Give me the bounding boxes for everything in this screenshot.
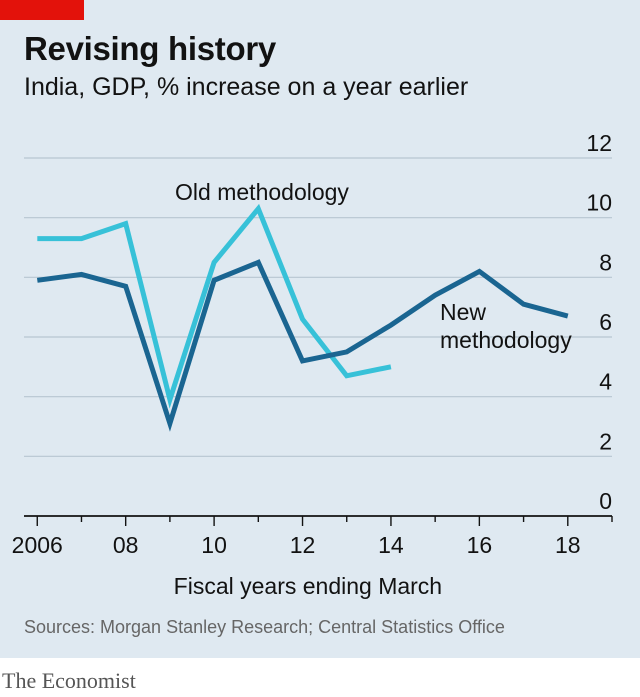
- x-tick-label-2010: 10: [201, 532, 227, 558]
- y-tick-label-6: 6: [599, 309, 612, 335]
- y-tick-label-8: 8: [599, 249, 612, 275]
- series-label-new-methodology-line1: New: [440, 299, 486, 325]
- x-tick-label-2018: 18: [555, 532, 581, 558]
- source-note: Sources: Morgan Stanley Research; Centra…: [24, 617, 505, 637]
- series-label-old-methodology: Old methodology: [175, 179, 349, 205]
- chart-panel: [0, 0, 640, 658]
- x-tick-label-2006: 2006: [12, 532, 63, 558]
- chart-subtitle: India, GDP, % increase on a year earlier: [24, 73, 469, 101]
- y-tick-label-2: 2: [599, 428, 612, 454]
- series-line-old-methodology: [37, 203, 392, 409]
- x-tick-label-2008: 08: [113, 532, 139, 558]
- series-label-new-methodology-line2: methodology: [440, 327, 572, 353]
- line-chart: 0 2 4 6 8 10 12 2006 08 10 12 14 16 18 Fiscal years en…: [12, 130, 613, 599]
- x-axis-title: Fiscal years ending March: [174, 573, 442, 599]
- y-tick-label-10: 10: [586, 190, 612, 216]
- brand-tag: [0, 0, 84, 20]
- y-tick-label-4: 4: [599, 369, 612, 395]
- x-tick-label-2016: 16: [467, 532, 493, 558]
- y-tick-label-12: 12: [586, 130, 612, 156]
- x-tick-label-2012: 12: [290, 532, 316, 558]
- publisher-logo: The Economist: [2, 668, 136, 693]
- x-tick-label-2014: 14: [378, 532, 404, 558]
- y-tick-label-0: 0: [599, 488, 612, 514]
- chart-title: Revising history: [24, 30, 276, 67]
- series-line-new-methodology: [36, 259, 569, 432]
